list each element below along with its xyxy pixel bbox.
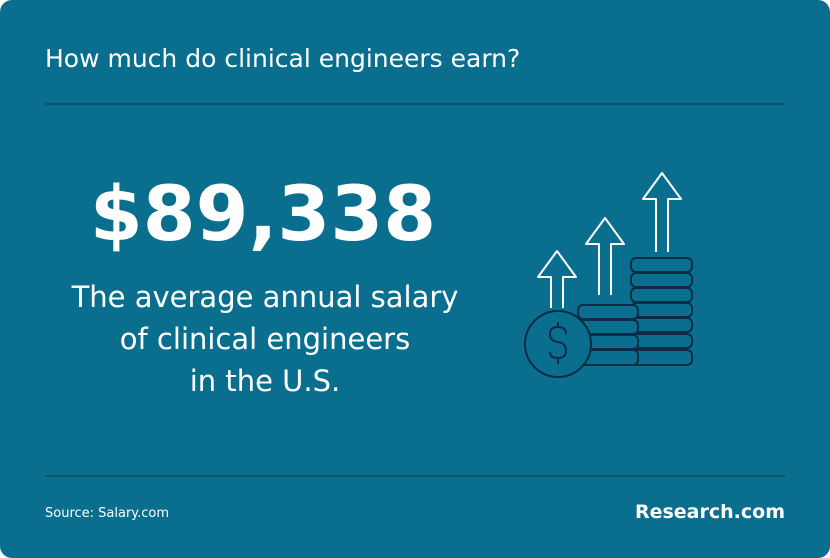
stat-description: The average annual salary [71, 280, 459, 314]
salary-icon [524, 172, 693, 378]
source: Source: Salary.com [45, 506, 169, 521]
stat-value: $89,338 [90, 169, 436, 258]
stat-description: in the U.S. [190, 364, 341, 398]
title: How much do clinical engineers earn? [45, 44, 520, 73]
brand-logo: Research.com [635, 501, 785, 523]
stat-description: of clinical engineers [120, 322, 410, 356]
